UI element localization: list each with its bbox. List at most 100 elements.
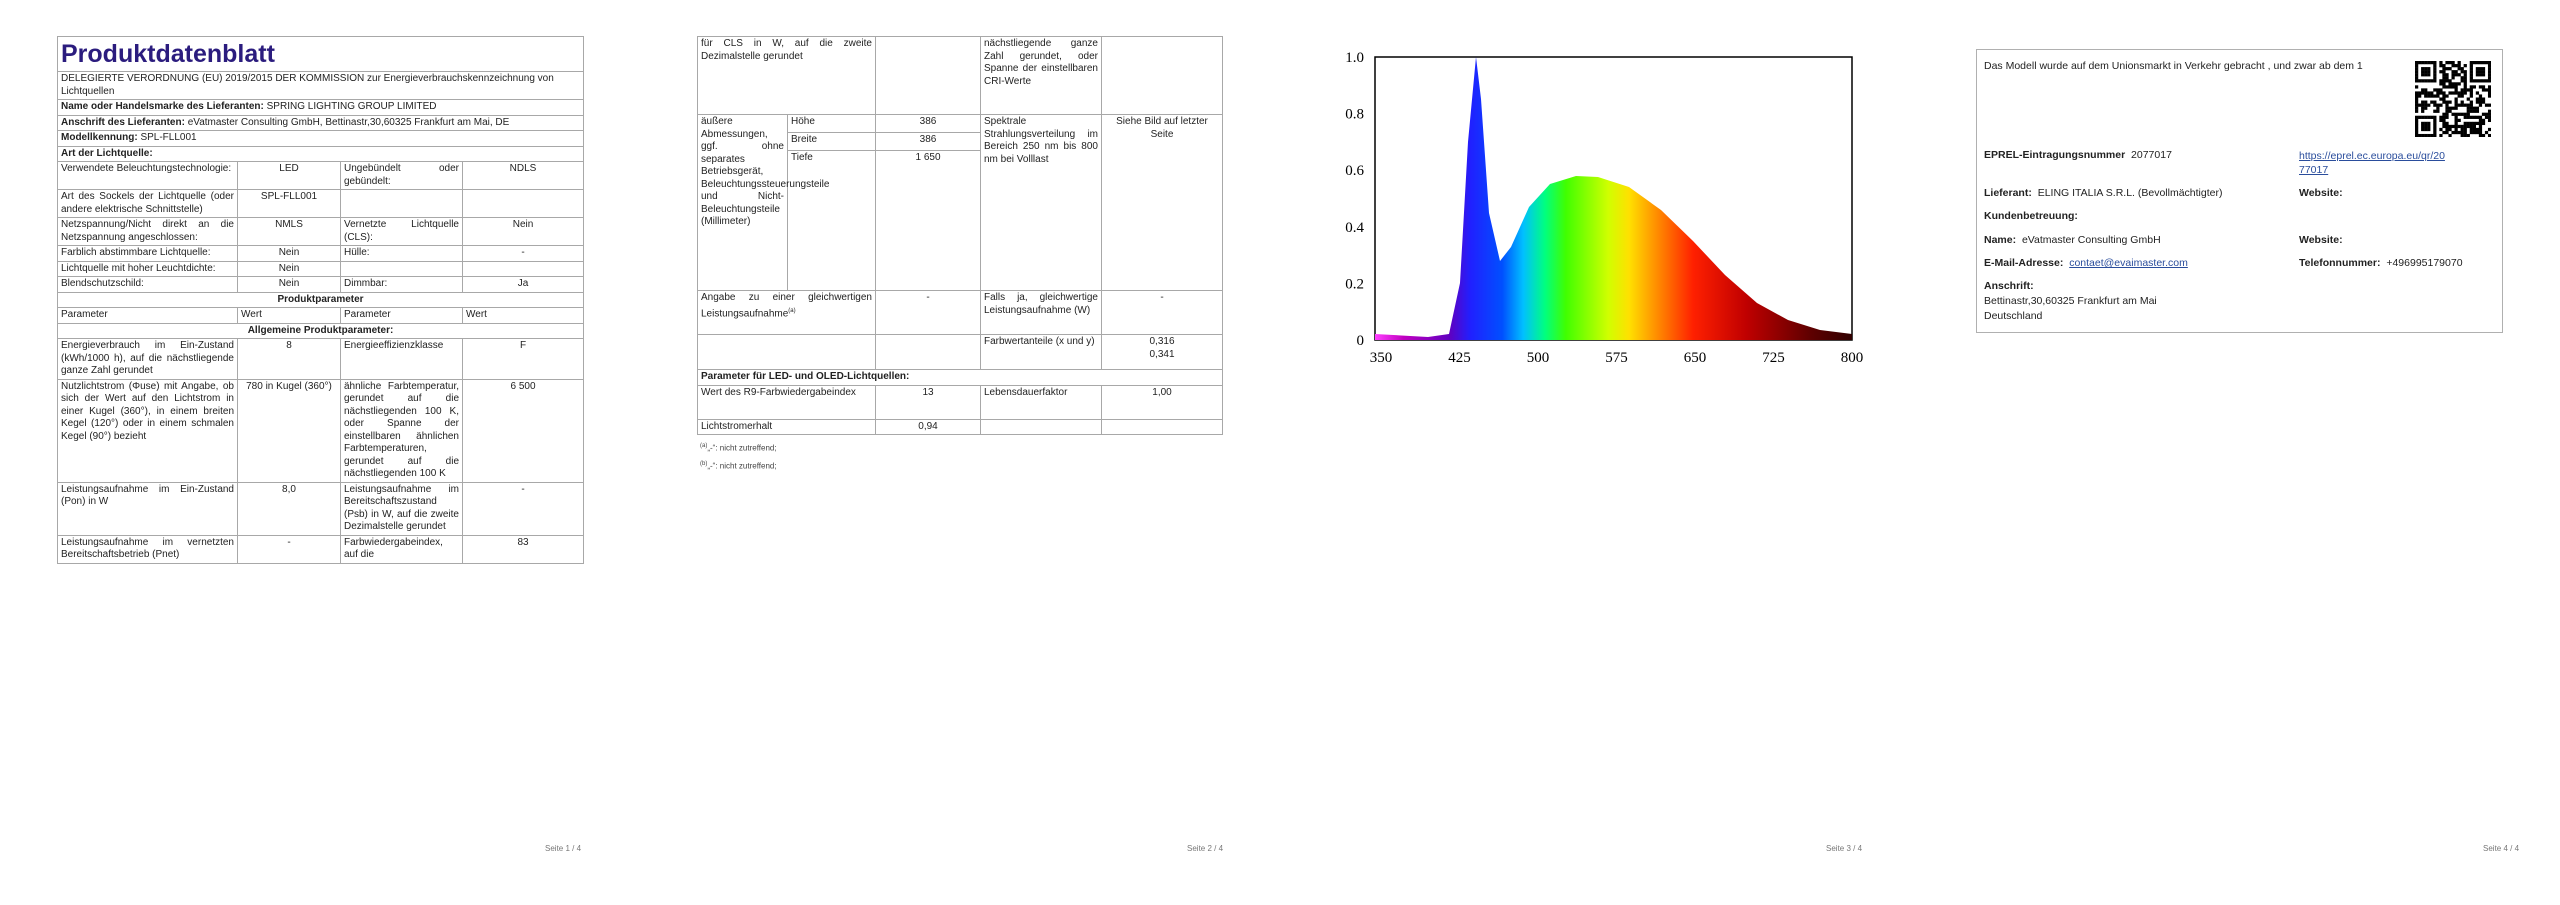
qr-module [2448,61,2452,65]
table-cell: Hülle: [340,245,463,262]
table-cell: Allgemeine Produktparameter: [57,322,584,339]
table-cell: 0,316 0,341 [1101,334,1223,370]
footnote-mark: (a) [788,307,796,314]
table-cell [697,334,876,370]
qr-module [2475,130,2480,135]
qr-module [2460,70,2464,74]
email-link[interactable]: contaet@evaimaster.com [2069,257,2188,269]
qr-module [2445,124,2449,129]
qr-module [2424,115,2428,119]
qr-module [2478,85,2483,89]
qr-module [2487,88,2491,92]
qr-module [2487,109,2491,113]
table-cell: NDLS [461,161,584,190]
qr-module [2451,85,2455,89]
spectrum-image: 1.0 0.8 0.6 0.4 0.2 0 350 425 500 575 650 725 800 [1345,50,1863,366]
qr-module [2427,121,2431,126]
qr-module [2424,103,2428,107]
qr-module [2472,115,2476,119]
qr-module [2451,112,2455,116]
qr-module [2460,124,2464,129]
table-cell [875,334,981,370]
qr-module [2463,127,2467,132]
qr-module [2457,118,2461,122]
qr-module [2439,118,2443,122]
qr-module [2439,61,2443,65]
qr-module [2433,121,2437,126]
qr-module [2445,109,2449,113]
qr-module [2478,73,2483,77]
qr-module [2415,103,2419,107]
table-cell: Falls ja, gleichwertige Leistungsaufnahm… [980,290,1102,335]
field-value: 2077017 [2131,149,2172,161]
qr-module [2415,100,2419,104]
eprel-link[interactable]: https://eprel.ec.europa.eu/qr/2077017 [2299,150,2445,176]
table-cell: Anschrift des Lieferanten: eVatmaster Co… [57,114,584,131]
table-cell: Nutzlichtstrom (Φuse) mit Angabe, ob sic… [57,378,238,483]
qr-module [2460,79,2464,83]
qr-module [2469,124,2473,129]
footnote: (a)„-“: nicht zutreffend; [700,443,777,453]
table-row: Leistungsaufnahme im Ein-Zustand (Pon) i… [57,481,584,536]
qr-module [2463,130,2467,135]
qr-module [2424,67,2428,71]
field-value: +496995179070 [2386,257,2463,269]
page-number: Seite 2 / 4 [1187,844,1224,853]
field-label: EPREL-Eintragungsnummer [1984,149,2126,161]
qr-module [2445,112,2449,116]
qr-module [2433,100,2437,104]
qr-module [2451,73,2455,77]
qr-module [2460,76,2464,80]
qr-module [2427,70,2431,74]
qr-module [2430,94,2434,98]
table-cell: 780 in Kugel (360°) [237,378,341,483]
qr-module [2421,121,2425,126]
qr-module [2415,94,2419,98]
table-cell: Nein [237,260,341,277]
qr-module [2436,106,2440,110]
qr-module [2487,115,2491,119]
table-cell: Leistungsaufnahme im vernetzten Bereitsc… [57,534,238,564]
table-cell: Verwendete Beleuchtungstechnologie: [57,161,238,190]
address-line: Deutschland [1984,310,2043,322]
field-value: eVatmaster Consulting GmbH [2021,234,2161,246]
qr-module [2415,85,2419,89]
x-axis-label: 500 [1527,350,1550,366]
table-row: Netzspannung/Nicht direkt an die Netzspa… [57,217,584,246]
qr-module [2427,79,2431,83]
address-line: Bettinastr,30,60325 Frankfurt am Mai [1984,295,2157,307]
table-cell: Leistungsaufnahme im Bereitschaftszustan… [340,481,463,536]
qr-module [2466,115,2470,119]
table-cell: Breite [787,132,876,151]
qr-module [2427,67,2431,71]
qr-module [2478,124,2483,129]
qr-module [2454,103,2458,107]
qr-module [2439,88,2443,92]
qr-code [2415,61,2491,137]
y-axis-label: 0 [1357,333,1365,349]
qr-module [2427,133,2431,137]
qr-module [2466,121,2470,126]
qr-module [2460,91,2464,95]
qr-module [2475,70,2480,74]
qr-module [2457,112,2461,116]
qr-module [2448,100,2452,104]
table-row: Nutzlichtstrom (Φuse) mit Angabe, ob sic… [57,378,584,483]
qr-module [2439,79,2443,83]
table-cell: Höhe [787,114,876,133]
qr-module [2430,115,2434,119]
qr-module [2433,127,2437,132]
qr-module [2454,85,2458,89]
qr-module [2478,94,2483,98]
qr-module [2481,97,2486,101]
table-row: für CLS in W, auf die zweite Dezimalstel… [697,36,1223,115]
table-row: Farblich abstimmbare Lichtquelle: Nein Hül… [57,245,584,262]
page-number: Seite 1 / 4 [545,844,582,853]
table-cell: Art des Sockels der Lichtquelle (oder an… [57,189,238,218]
table-row: Modellkennung: SPL-FLL001 [57,130,584,147]
qr-module [2415,109,2419,113]
qr-module [2439,70,2443,74]
table-cell: 1 650 [875,150,981,169]
qr-module [2487,118,2491,122]
qr-module [2472,127,2476,132]
